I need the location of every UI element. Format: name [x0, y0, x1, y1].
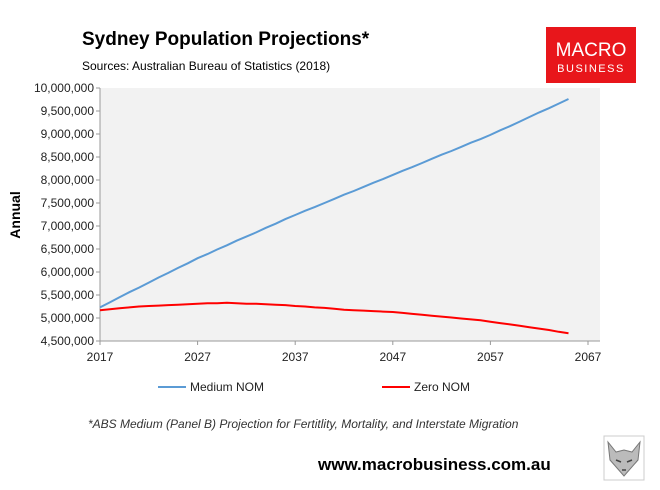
x-tick-label: 2067: [575, 350, 602, 364]
x-tick-label: 2017: [87, 350, 114, 364]
y-tick-label: 9,500,000: [41, 104, 95, 118]
x-tick-label: 2027: [184, 350, 211, 364]
legend-label-medium-nom: Medium NOM: [190, 380, 264, 394]
plot-area: [100, 88, 600, 341]
logo-line1: MACRO: [556, 40, 627, 61]
legend: Medium NOM Zero NOM: [158, 380, 470, 394]
x-tick-label: 2047: [379, 350, 406, 364]
chart-title: Sydney Population Projections*: [82, 29, 370, 50]
y-tick-label: 5,000,000: [41, 311, 95, 325]
y-axis-label: Annual: [7, 191, 23, 238]
series-line-medium-nom: [99, 98, 569, 309]
y-tick-label: 9,000,000: [41, 127, 95, 141]
y-tick-label: 8,500,000: [41, 150, 95, 164]
logo-line2: BUSINESS: [557, 63, 625, 75]
y-tick-label: 7,000,000: [41, 219, 95, 233]
website-url: www.macrobusiness.com.au: [317, 455, 551, 474]
y-tick-label: 6,500,000: [41, 242, 95, 256]
footnote: *ABS Medium (Panel B) Projection for Fer…: [88, 417, 519, 431]
legend-label-zero-nom: Zero NOM: [414, 380, 470, 394]
series-line-zero-nom: [99, 301, 569, 335]
x-tick-label: 2037: [282, 350, 309, 364]
macrobusiness-logo: MACRO BUSINESS: [546, 27, 636, 83]
y-tick-label: 7,500,000: [41, 196, 95, 210]
fox-head-icon: [603, 435, 645, 481]
chart-subtitle: Sources: Australian Bureau of Statistics…: [82, 59, 330, 73]
x-tick-label: 2057: [477, 350, 504, 364]
y-tick-label: 4,500,000: [41, 334, 95, 348]
y-tick-label: 6,000,000: [41, 265, 95, 279]
y-tick-label: 5,500,000: [41, 288, 95, 302]
y-tick-label: 8,000,000: [41, 173, 95, 187]
y-tick-label: 10,000,000: [34, 81, 94, 95]
